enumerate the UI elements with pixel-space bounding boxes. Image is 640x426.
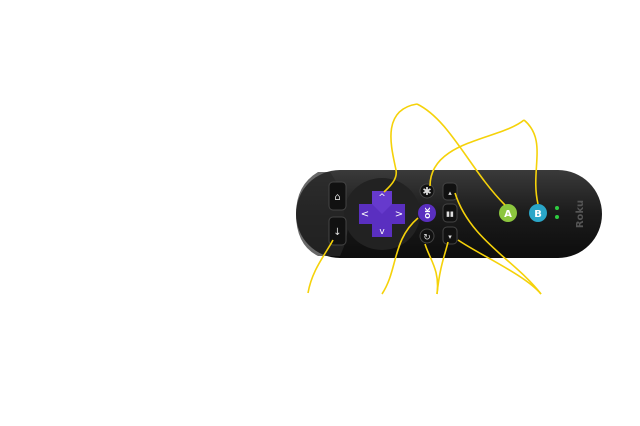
rewind-button[interactable]: ▴ [442, 182, 458, 201]
callout-line-dpad-up [383, 103, 418, 193]
play-pause-icon: ▮▮ [446, 210, 454, 218]
ok-label: OK [424, 207, 432, 219]
callout-line-replay-2 [436, 241, 449, 295]
b-label: B [534, 209, 542, 220]
chevron-left-icon[interactable]: < [361, 209, 369, 220]
options-button[interactable]: ✱ [419, 183, 435, 199]
a-label: A [504, 209, 512, 220]
ok-button[interactable]: OK [418, 204, 436, 222]
callout-line-b-button [523, 119, 539, 205]
dpad: ^ v < > [359, 191, 405, 237]
play-pause-button[interactable]: ▮▮ [442, 203, 458, 223]
callout-line-options [429, 119, 525, 187]
callout-line-fast-forward [457, 239, 542, 295]
callout-line-back [307, 239, 334, 294]
fast-forward-button[interactable]: ▾ [442, 226, 458, 245]
b-button[interactable]: B [529, 204, 547, 222]
fast-forward-icon: ▾ [448, 233, 452, 241]
indicator-led-bottom [555, 215, 559, 219]
rewind-icon: ▴ [448, 189, 452, 197]
home-icon: ⌂ [334, 192, 340, 203]
chevron-down-icon[interactable]: v [379, 227, 385, 237]
indicator-led-top [555, 206, 559, 210]
callout-lines [307, 103, 542, 295]
chevron-up-icon[interactable]: ^ [378, 193, 386, 203]
callout-line-ok [381, 217, 419, 295]
home-button[interactable]: ⌂ [328, 181, 347, 211]
brand-logo: Roku [575, 200, 586, 228]
callout-line-rewind [454, 192, 542, 295]
replay-icon: ↻ [423, 233, 431, 243]
back-arrow-icon: ↓ [333, 227, 341, 238]
back-button[interactable]: ↓ [328, 216, 347, 246]
chevron-right-icon[interactable]: > [395, 209, 403, 220]
asterisk-icon: ✱ [422, 185, 431, 198]
replay-button[interactable]: ↻ [419, 228, 435, 244]
a-button[interactable]: A [499, 204, 517, 222]
